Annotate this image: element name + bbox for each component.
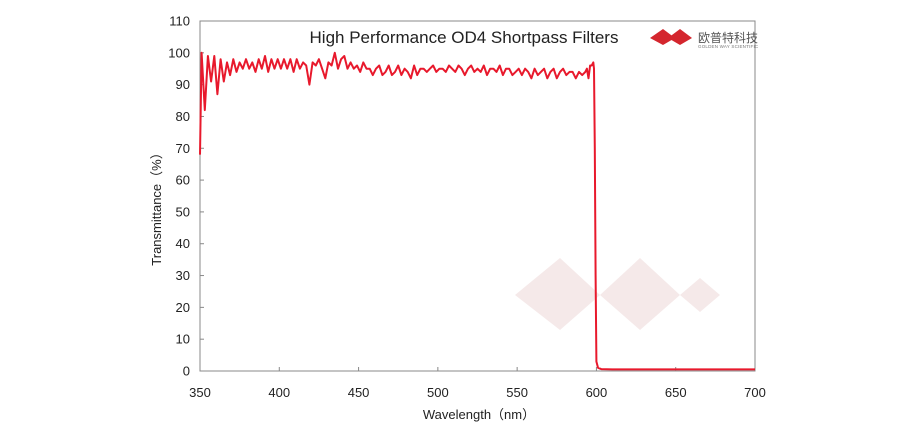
logo-english-text: GOLDEN WAY SCIENTIFIC — [698, 44, 759, 49]
y-tick-label: 100 — [168, 45, 190, 60]
y-tick-label: 110 — [169, 14, 190, 29]
y-tick-label: 80 — [176, 109, 190, 124]
transmittance-line — [199, 51, 755, 371]
y-tick-label: 50 — [176, 204, 190, 219]
chart-title: High Performance OD4 Shortpass Filters — [310, 28, 619, 47]
x-tick-label: 700 — [744, 385, 766, 400]
y-axis-label: Transmittance（%） — [149, 146, 164, 265]
y-tick-label: 10 — [176, 332, 190, 347]
x-tick-label: 550 — [506, 385, 528, 400]
x-axis-label: Wavelength（nm） — [423, 407, 535, 422]
y-tick-label: 20 — [176, 300, 190, 315]
x-tick-label: 400 — [268, 385, 290, 400]
y-axis: 0 10 20 30 40 50 60 70 80 90 100 110 — [168, 14, 204, 379]
logo-mark-icon — [650, 29, 692, 45]
y-tick-label: 90 — [176, 77, 190, 92]
watermark-logo — [515, 258, 720, 330]
x-tick-label: 350 — [189, 385, 211, 400]
y-tick-label: 0 — [183, 364, 190, 379]
plot-area — [199, 20, 756, 372]
y-tick-label: 60 — [176, 173, 190, 188]
x-tick-label: 450 — [348, 385, 370, 400]
x-tick-label: 650 — [665, 385, 687, 400]
logo-chinese-text: 欧普特科技 — [698, 30, 758, 45]
x-axis: 350 400 450 500 550 600 650 700 — [189, 367, 766, 400]
x-tick-label: 500 — [427, 385, 449, 400]
y-tick-label: 70 — [176, 141, 190, 156]
y-tick-label: 40 — [176, 236, 190, 251]
x-tick-label: 600 — [586, 385, 608, 400]
y-tick-label: 30 — [176, 268, 190, 283]
logo: 欧普特科技 GOLDEN WAY SCIENTIFIC — [650, 29, 759, 49]
